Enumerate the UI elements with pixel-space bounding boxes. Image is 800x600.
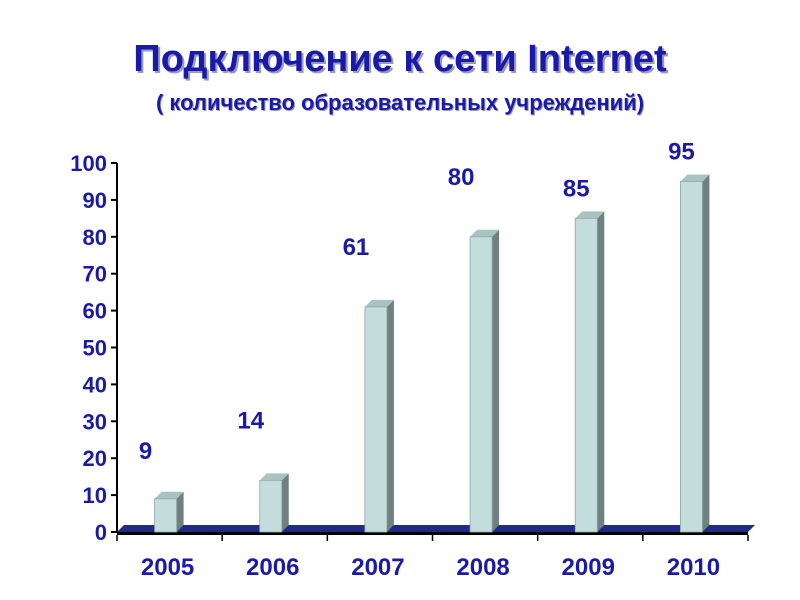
bar [154,491,184,533]
bar-front [364,306,388,533]
y-tick-label: 50 [83,336,107,361]
x-tick-label: 2006 [246,554,299,581]
data-label: 14 [237,407,264,434]
bar-side [597,211,605,532]
data-labels: 9 14 61 80 85 95 [139,138,695,464]
y-tick-label: 40 [83,372,107,397]
bar-top [259,473,289,481]
x-tick-label: 2009 [562,554,615,581]
y-tick-label: 20 [83,446,107,471]
bar-front [469,236,493,533]
bar [259,473,289,533]
bar-side [386,299,394,532]
x-tick-label: 2008 [456,554,509,581]
chart-subtitle: ( количество образовательных учреждений) [155,90,645,115]
data-label: 61 [343,234,370,261]
bar-top [575,211,605,219]
bar-side [281,473,289,532]
bar [574,211,605,533]
floor-edge [117,532,748,535]
x-tick-label: 2005 [141,554,194,581]
y-tick-label: 10 [83,483,107,508]
x-tick-label: 2010 [667,554,720,581]
bar-top [470,229,500,237]
bars [154,174,710,533]
bar-top [154,491,184,499]
bar-front [574,217,598,533]
x-axis: 2005 2006 2007 2008 2009 2010 [116,535,749,581]
bar-side [702,174,710,532]
bar-front [680,181,703,533]
x-tick-label: 2007 [351,554,404,581]
bar-front [154,498,177,533]
y-tick-label: 90 [83,188,107,213]
bar [364,299,394,533]
bar-top [680,174,710,182]
data-label: 9 [139,438,152,465]
bar-side [492,229,500,533]
y-tick-label: 80 [83,225,107,250]
y-axis: 0 10 20 30 40 50 60 70 80 90 100 [70,151,118,545]
bar [469,229,500,533]
bar-top [364,299,394,307]
bar-side [176,491,184,532]
floor-top [117,525,755,532]
bar-front [259,479,283,533]
y-tick-label: 100 [70,151,107,176]
bar [680,174,710,533]
data-label: 80 [448,164,475,191]
chart-floor [117,525,755,535]
y-tick-label: 60 [83,299,107,324]
chart-title: Подключение к сети Internet [133,38,667,80]
data-label: 85 [563,175,590,202]
y-tick-label: 0 [95,520,107,545]
data-label: 95 [668,138,695,165]
y-tick-label: 70 [83,262,107,287]
y-tick-label: 30 [83,409,107,434]
